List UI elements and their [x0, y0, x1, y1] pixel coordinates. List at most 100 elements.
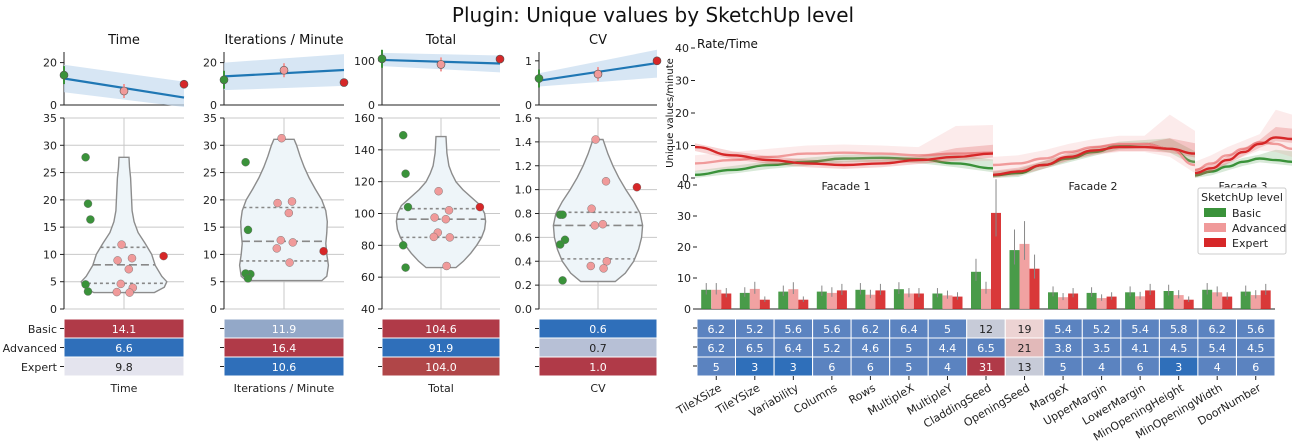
bar-advanced [1173, 295, 1184, 309]
data-point-advanced [117, 240, 126, 249]
facade-label: Facade 2 [1068, 180, 1117, 193]
data-point-advanced [602, 257, 611, 266]
series-line-advanced [694, 151, 994, 165]
table-value: 5.4 [1208, 342, 1226, 355]
data-point-basic [81, 153, 90, 162]
data-point-basic [243, 225, 253, 235]
bar-basic [971, 271, 981, 309]
bar-expert [1222, 296, 1233, 309]
data-point-expert [319, 246, 328, 256]
bar-advanced [711, 289, 722, 309]
table-value: 6 [867, 361, 874, 374]
y-tick-label: 30 [43, 139, 57, 152]
table-value: 0.6 [589, 323, 607, 336]
data-point-advanced [287, 197, 297, 206]
y-tick-label: 1.2 [515, 160, 533, 173]
data-point-advanced [113, 256, 122, 265]
data-point-basic [83, 199, 93, 208]
trend-point-advanced [436, 60, 446, 69]
series-band-basic [993, 138, 1195, 178]
y-tick-label: 60 [361, 271, 375, 284]
table-value: 6.2 [1208, 323, 1226, 336]
table-value: 6.5 [746, 342, 764, 355]
trend-point-expert [495, 54, 505, 64]
data-point-basic [81, 280, 90, 289]
data-point-basic [401, 263, 410, 272]
legend-swatch-basic [1204, 208, 1226, 217]
data-point-advanced [125, 288, 134, 297]
y-tick-label: 25 [43, 167, 57, 180]
table-value: 4 [1098, 361, 1105, 374]
bar-basic [1202, 289, 1213, 309]
table-row-label: Advanced [3, 342, 57, 355]
table-value: 104.6 [425, 323, 457, 336]
parameter-bar-panel: 0102030406.26.25TileXSize5.26.53TileYSiz… [674, 179, 1287, 444]
y-tick-label: 25 [203, 167, 217, 180]
y-tick-label: 0 [682, 172, 689, 185]
table-value: 4.6 [862, 342, 880, 355]
table-value: 3 [751, 361, 758, 374]
data-point-advanced [590, 221, 599, 230]
legend-title: SketchUp level [1201, 191, 1283, 204]
table-value: 4.5 [1170, 342, 1188, 355]
bar-advanced [1250, 295, 1261, 309]
table-row-label: Expert [21, 361, 58, 374]
data-point-basic [556, 240, 565, 249]
table-value: 5.2 [823, 342, 841, 355]
table-value: 5.4 [1131, 323, 1149, 336]
y-tick-label: 0 [210, 303, 217, 316]
table-value: 5.6 [823, 323, 841, 336]
series-line-expert [992, 145, 1196, 176]
bar-expert [991, 212, 1001, 309]
y-tick-label: 0.4 [515, 255, 533, 268]
bar-expert [1106, 296, 1117, 309]
data-point-advanced [445, 233, 454, 242]
trend-point-expert [179, 79, 189, 89]
bar-advanced [1135, 296, 1146, 309]
table-value: 104.0 [425, 361, 457, 374]
bar-advanced [942, 295, 953, 309]
bar-expert [798, 299, 809, 309]
metric-column-ipm: Iterations / Minute 0 20 0 5 10 15 20 25 30 35 11.9… [203, 33, 349, 395]
table-value: 16.4 [272, 342, 297, 355]
panel-title: Rate/Time [697, 37, 758, 51]
bar-basic [739, 292, 750, 309]
x-axis-label: Total [427, 382, 454, 395]
data-point-advanced [601, 177, 611, 186]
y-tick-label: 1.0 [515, 184, 533, 197]
table-value: 1.0 [589, 361, 607, 374]
y-tick-label: 0 [210, 99, 217, 112]
data-point-advanced [277, 133, 286, 143]
bar-basic [893, 289, 904, 309]
data-point-advanced [112, 287, 122, 297]
series-line-expert [1194, 136, 1293, 175]
trend-point-expert [339, 78, 349, 87]
bar-expert [721, 293, 732, 309]
series-line-expert [694, 145, 994, 167]
y-tick-label: 80 [361, 239, 375, 252]
bar-expert [1029, 268, 1040, 309]
y-tick-label: 20 [675, 107, 689, 120]
y-tick-label: 10 [43, 248, 57, 261]
series-band-basic [1195, 149, 1292, 178]
table-value: 4 [944, 361, 951, 374]
trend-point-advanced [593, 69, 603, 79]
bar-basic [932, 293, 943, 309]
data-point-advanced [116, 279, 126, 289]
bar-expert [836, 290, 847, 309]
bar-advanced [1096, 298, 1107, 309]
table-value: 4.5 [1247, 342, 1265, 355]
data-point-advanced [276, 235, 285, 245]
data-point-expert [159, 251, 168, 261]
series-line-basic [1194, 157, 1293, 177]
y-tick-label: 30 [677, 210, 691, 223]
bar-advanced [1019, 243, 1030, 309]
y-tick-label: 10 [203, 248, 217, 261]
table-value: 5 [905, 342, 912, 355]
table-value: 3 [1175, 361, 1182, 374]
trend-point-basic [534, 74, 544, 83]
data-point-advanced [127, 254, 137, 263]
data-point-advanced [441, 214, 450, 224]
table-value: 5.2 [1093, 323, 1111, 336]
table-value: 4 [1214, 361, 1221, 374]
